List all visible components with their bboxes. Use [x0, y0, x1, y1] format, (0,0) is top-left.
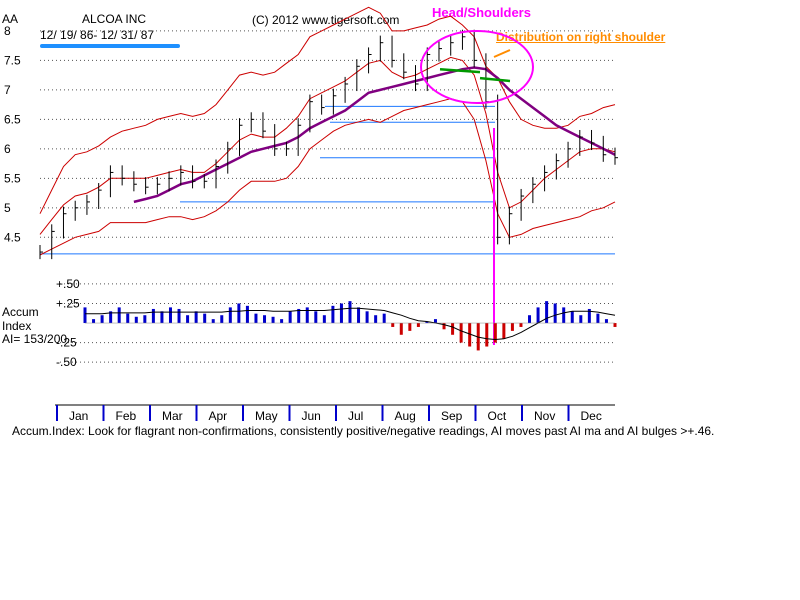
month-label: Apr: [209, 409, 228, 423]
date-range-underline: [40, 44, 180, 48]
accum-tick-label: +.50: [56, 277, 80, 291]
month-label: Sep: [441, 409, 463, 423]
price-tick-label: 6: [4, 142, 11, 156]
footer-note: Accum.Index: Look for flagrant non-confi…: [12, 424, 715, 438]
date-range: 12/ 19/ 86- 12/ 31/ 87: [40, 28, 155, 42]
price-tick-label: 8: [4, 24, 11, 38]
copyright-text: (C) 2012 www.tigersoft.com: [252, 13, 400, 27]
mid-band-line: [39, 56, 616, 235]
month-label: Jun: [302, 409, 321, 423]
month-label: Oct: [488, 409, 507, 423]
moving-average-line: [133, 66, 616, 204]
price-tick-label: 5.5: [4, 171, 21, 185]
accum-title: Accum: [2, 305, 39, 319]
neckline-segment: [479, 76, 511, 83]
accum-tick-label: +.25: [56, 296, 80, 310]
ai-value: AI= 153/200: [2, 332, 68, 346]
price-tick-label: 4.5: [4, 230, 21, 244]
price-tick-label: 7: [4, 83, 11, 97]
distribution-label: Distribution on right shoulder: [496, 30, 666, 44]
price-tick-label: 6.5: [4, 112, 21, 126]
price-tick-label: 5: [4, 201, 11, 215]
accum-subtitle: Index: [2, 319, 32, 333]
accum-tick-label: -.25: [56, 336, 77, 350]
month-label: Feb: [116, 409, 137, 423]
head-shoulders-label: Head/Shoulders: [432, 5, 531, 20]
ticker-symbol: AA: [2, 12, 19, 26]
month-label: May: [255, 409, 278, 423]
accum-ma-line: [85, 307, 616, 341]
accum-tick-label: -.50: [56, 355, 77, 369]
head-shoulders-circle: [420, 30, 534, 104]
distribution-arrow: [493, 49, 511, 58]
lower-band-line: [39, 98, 616, 256]
month-label: Dec: [581, 409, 602, 423]
company-name: ALCOA INC: [82, 12, 147, 26]
month-label: Nov: [534, 409, 555, 423]
month-label: Jan: [69, 409, 88, 423]
month-label: Mar: [162, 409, 183, 423]
month-label: Jul: [348, 409, 363, 423]
neckline-segment: [439, 67, 481, 74]
price-tick-label: 7.5: [4, 53, 21, 67]
month-label: Aug: [395, 409, 416, 423]
upper-band-line: [39, 6, 616, 214]
